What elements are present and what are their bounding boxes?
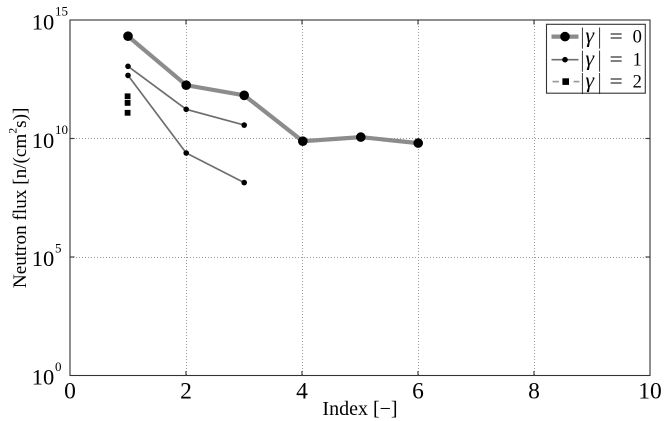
svg-text:10: 10: [32, 246, 55, 271]
svg-text:15: 15: [55, 4, 68, 19]
svg-text:10: 10: [32, 365, 55, 390]
svg-text:10: 10: [638, 378, 662, 404]
svg-text:8: 8: [528, 378, 540, 404]
svg-text:6: 6: [412, 378, 424, 404]
svg-text:Neutron flux [n/(cm2s)]: Neutron flux [n/(cm2s)]: [8, 108, 32, 289]
svg-text:1: 1: [633, 50, 642, 70]
svg-text:=: =: [610, 28, 623, 48]
svg-text:2: 2: [633, 73, 642, 93]
svg-text:γ: γ: [585, 23, 595, 48]
svg-text:5: 5: [55, 240, 62, 255]
svg-text:10: 10: [32, 128, 55, 153]
svg-text:0: 0: [633, 28, 642, 48]
svg-text:10: 10: [32, 10, 55, 35]
svg-text:Index [−]: Index [−]: [322, 398, 397, 420]
svg-text:10: 10: [55, 122, 68, 137]
svg-text:γ: γ: [585, 68, 595, 93]
svg-text:4: 4: [296, 378, 308, 404]
svg-text:=: =: [610, 73, 623, 93]
svg-text:2: 2: [180, 378, 192, 404]
svg-text:0: 0: [55, 359, 62, 374]
svg-text:=: =: [610, 50, 623, 70]
svg-text:γ: γ: [585, 45, 595, 70]
svg-text:0: 0: [64, 378, 76, 404]
